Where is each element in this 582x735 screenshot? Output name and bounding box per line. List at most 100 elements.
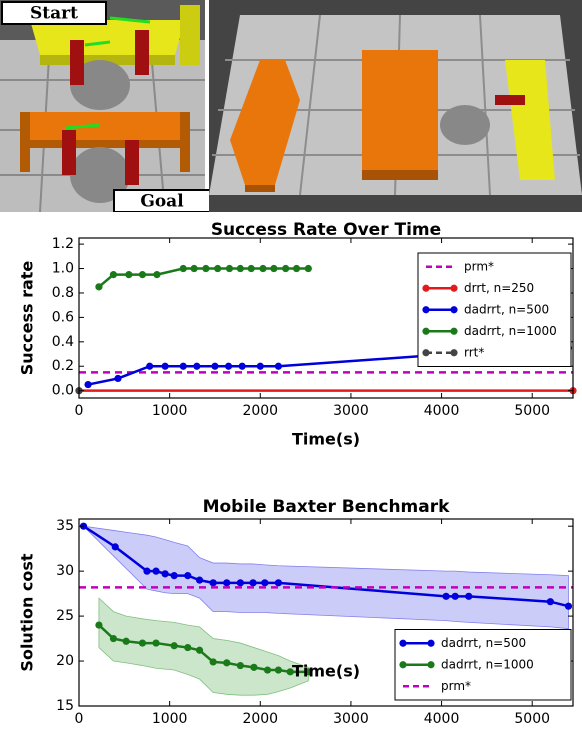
data-point xyxy=(236,661,244,670)
x-tick-label: 1000 xyxy=(152,403,188,419)
data-point xyxy=(109,271,118,279)
legend: dadrrt, n=500 dadrrt, n=1000 prm* xyxy=(394,629,572,701)
data-point xyxy=(223,579,231,587)
data-point xyxy=(153,271,161,279)
legend-label: dadrrt, n=500 xyxy=(464,302,549,316)
y-tick-label: 20 xyxy=(56,653,74,669)
data-point xyxy=(193,362,201,370)
x-axis-label: Time(s) xyxy=(292,662,360,681)
data-point xyxy=(250,663,258,671)
legend-marker xyxy=(450,349,458,357)
data-point xyxy=(223,659,231,667)
legend-marker xyxy=(427,639,435,647)
data-point xyxy=(270,264,278,273)
y-tick-label: 0.6 xyxy=(52,309,74,325)
confidence-band xyxy=(98,597,309,696)
legend-marker xyxy=(399,661,407,669)
data-point xyxy=(143,567,151,575)
data-point xyxy=(170,572,178,580)
data-point xyxy=(247,264,255,273)
y-tick-label: 1.0 xyxy=(52,261,74,277)
legend-label: rrt* xyxy=(464,345,484,359)
x-tick-label: 4000 xyxy=(424,711,460,727)
y-tick-label: 0.2 xyxy=(52,358,74,374)
legend-marker xyxy=(422,327,430,335)
data-point xyxy=(152,567,160,575)
data-point xyxy=(304,668,312,676)
data-point xyxy=(224,362,233,370)
legend-label: dadrrt, n=1000 xyxy=(441,657,534,671)
data-point xyxy=(211,362,219,370)
legend-marker xyxy=(422,306,430,314)
data-point xyxy=(465,592,473,600)
legend-marker xyxy=(399,639,407,647)
data-point xyxy=(263,666,272,674)
data-point xyxy=(225,264,234,273)
data-point xyxy=(138,271,147,279)
data-point xyxy=(190,264,198,273)
x-tick-label: 2000 xyxy=(242,711,278,727)
data-point xyxy=(236,579,244,587)
x-tick-label: 4000 xyxy=(424,403,460,419)
y-tick-label: 1.2 xyxy=(52,236,74,252)
data-point xyxy=(125,271,133,279)
data-point xyxy=(122,637,130,645)
x-tick-label: 1000 xyxy=(152,711,188,727)
chart-title: Success Rate Over Time xyxy=(211,220,441,240)
data-point xyxy=(546,598,554,606)
data-point xyxy=(179,362,187,370)
data-point xyxy=(184,572,192,580)
data-point xyxy=(95,621,103,629)
data-point xyxy=(304,264,312,273)
plot-frame xyxy=(78,237,574,399)
data-point xyxy=(249,579,257,587)
x-tick-label: 3000 xyxy=(333,403,369,419)
x-tick-label: 0 xyxy=(75,711,84,727)
x-tick-label: 5000 xyxy=(514,711,550,727)
goal-label: Goal xyxy=(140,192,184,212)
data-point xyxy=(209,579,217,587)
confidence-band xyxy=(82,525,569,630)
data-point xyxy=(184,643,192,652)
data-point xyxy=(274,579,283,587)
legend-marker xyxy=(450,284,458,292)
legend-label: drrt, n=250 xyxy=(464,281,534,295)
y-tick-label: 25 xyxy=(56,608,74,624)
x-tick-label: 0 xyxy=(75,403,84,419)
data-point xyxy=(114,374,122,383)
y-tick-label: 15 xyxy=(56,698,74,714)
data-point xyxy=(286,668,294,676)
plot-frame xyxy=(78,518,574,707)
scene-right xyxy=(0,0,582,215)
legend-label: prm* xyxy=(464,259,494,273)
y-tick-label: 35 xyxy=(56,518,74,534)
data-point xyxy=(195,576,204,584)
data-point xyxy=(179,264,187,273)
x-tick-label: 3000 xyxy=(333,711,369,727)
data-point xyxy=(451,592,459,600)
data-point xyxy=(274,362,283,370)
legend-marker xyxy=(450,306,458,314)
legend-marker xyxy=(450,327,458,335)
legend-label: dadrrt, n=1000 xyxy=(464,324,557,338)
legend: prm* drrt, n=250 dadrrt, n=500 dadrrt, n=10… xyxy=(417,252,572,367)
chart-title: Mobile Baxter Benchmark xyxy=(203,497,451,517)
data-point xyxy=(209,658,217,666)
y-tick-label: 0.4 xyxy=(52,334,74,350)
data-point xyxy=(95,283,103,291)
data-point xyxy=(292,264,301,273)
y-tick-label: 0.8 xyxy=(52,285,74,301)
x-tick-label: 2000 xyxy=(242,403,278,419)
y-axis-label: Success rate xyxy=(18,261,37,376)
scene-left: Start Goal xyxy=(0,0,211,213)
data-point xyxy=(256,362,264,370)
data-point xyxy=(236,264,244,273)
legend-marker xyxy=(422,349,430,357)
data-point xyxy=(170,642,178,650)
data-point xyxy=(282,264,290,273)
legend-label: dadrrt, n=500 xyxy=(441,636,526,650)
data-point xyxy=(138,639,147,647)
x-axis-label: Time(s) xyxy=(292,430,360,449)
start-label: Start xyxy=(30,4,78,24)
